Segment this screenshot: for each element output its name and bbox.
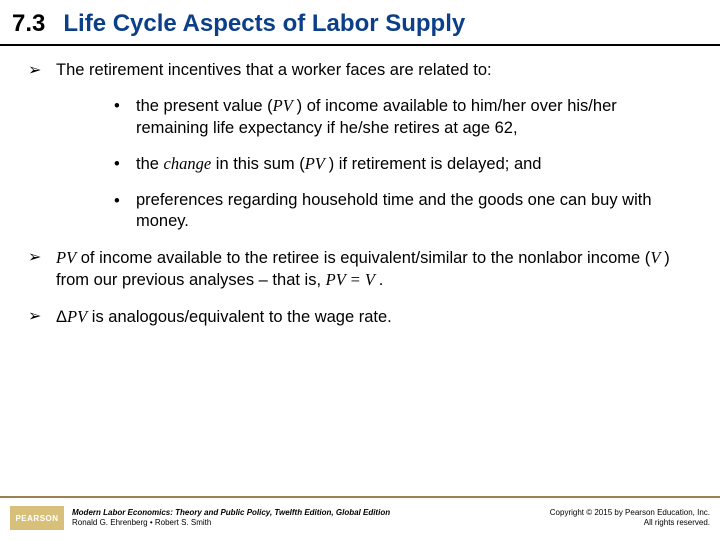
chevron-icon: ➢: [28, 61, 41, 82]
dot-icon: •: [114, 191, 120, 212]
bullet-1a: • the present value (PV ) of income avai…: [28, 95, 692, 139]
bullet-2-mid: of income available to the retiree is eq…: [76, 249, 650, 267]
bullet-2-dot: .: [379, 271, 384, 289]
bullet-1c-text: preferences regarding household time and…: [136, 191, 652, 230]
copyright-line1: Copyright © 2015 by Pearson Education, I…: [550, 508, 710, 518]
change-word: change: [164, 154, 212, 173]
v-symbol: V: [650, 248, 664, 267]
dot-icon: •: [114, 154, 120, 175]
section-title: Life Cycle Aspects of Labor Supply: [63, 10, 465, 38]
pv-eq-v: PV = V: [326, 270, 379, 289]
book-authors: Ronald G. Ehrenberg • Robert S. Smith: [72, 518, 390, 528]
slide-footer: PEARSON Modern Labor Economics: Theory a…: [0, 496, 720, 540]
copyright-line2: All rights reserved.: [550, 518, 710, 528]
bullet-1b-pre: the: [136, 155, 164, 173]
section-number: 7.3: [12, 10, 45, 38]
bullet-1b-post: ) if retirement is delayed; and: [329, 155, 542, 173]
bullet-1b: • the change in this sum (PV ) if retire…: [28, 153, 692, 175]
bullet-1-text: The retirement incentives that a worker …: [56, 61, 492, 79]
section-header: 7.3 Life Cycle Aspects of Labor Supply: [0, 0, 720, 46]
book-info: Modern Labor Economics: Theory and Publi…: [72, 508, 390, 527]
pearson-logo: PEARSON: [10, 506, 64, 530]
pv-symbol: PV: [56, 248, 76, 267]
pv-symbol: PV: [305, 154, 329, 173]
delta-symbol: Δ: [56, 308, 67, 326]
pv-symbol: PV: [273, 96, 297, 115]
bullet-3: ➢ ΔPV is analogous/equivalent to the wag…: [28, 306, 692, 328]
dot-icon: •: [114, 96, 120, 117]
chevron-icon: ➢: [28, 307, 41, 328]
bullet-2: ➢ PV of income available to the retiree …: [28, 247, 692, 292]
footer-left: PEARSON Modern Labor Economics: Theory a…: [10, 506, 390, 530]
chevron-icon: ➢: [28, 248, 41, 269]
bullet-1: ➢ The retirement incentives that a worke…: [28, 60, 692, 81]
slide-content: ➢ The retirement incentives that a worke…: [0, 46, 720, 328]
book-title: Modern Labor Economics: Theory and Publi…: [72, 508, 390, 518]
pv-symbol: PV: [67, 307, 87, 326]
bullet-1a-pre: the present value (: [136, 97, 273, 115]
bullet-3-post: is analogous/equivalent to the wage rate…: [87, 308, 392, 326]
copyright: Copyright © 2015 by Pearson Education, I…: [550, 508, 710, 527]
bullet-1c: • preferences regarding household time a…: [28, 190, 692, 233]
bullet-1b-mid: in this sum (: [211, 155, 305, 173]
